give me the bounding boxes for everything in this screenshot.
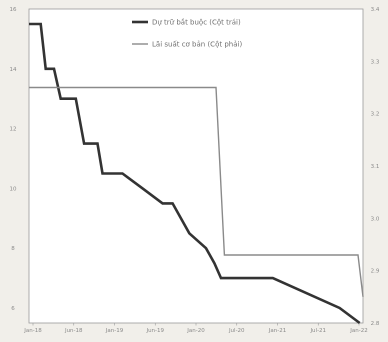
x-tick-label: Jan-19: [105, 328, 124, 334]
x-axis: Jan-18 Jun-18 Jan-19 Jun-19 Jan-20 Jul-20 Jan-…: [23, 323, 368, 334]
plot-area: [28, 8, 364, 324]
y-right-tick-label: 3.4: [371, 7, 380, 13]
y-right-tick-label: 3.2: [371, 112, 380, 118]
legend-label-required-reserve: Dự trữ bắt buộc (Cột trái): [152, 18, 241, 27]
series-layer: [29, 22, 364, 325]
y-left-axis: 6 8 10 12 14 16: [10, 7, 17, 312]
y-right-tick-label: 3.3: [371, 59, 380, 65]
y-left-tick-label: 10: [10, 186, 17, 192]
x-tick-label: Jan-22: [349, 328, 367, 334]
x-tick-label: Jan-20: [186, 328, 205, 334]
y-right-tick-label: 2.8: [371, 321, 380, 327]
y-right-tick-label: 2.9: [371, 269, 380, 275]
x-tick-label: Jul-20: [228, 328, 245, 334]
legend-label-base-rate: Lãi suất cơ bản (Cột phải): [152, 41, 242, 49]
y-right-tick-label: 3.0: [371, 216, 380, 222]
x-tick-label: Jan-21: [268, 328, 286, 334]
y-right-axis: 2.8 2.9 3.0 3.1 3.2 3.3 3.4: [371, 7, 380, 327]
y-right-tick-label: 3.1: [371, 164, 380, 170]
x-tick-label: Jul-21: [309, 328, 326, 334]
y-left-tick-label: 16: [10, 7, 17, 13]
x-tick-label: Jun-18: [64, 328, 83, 334]
y-left-tick-label: 6: [11, 306, 15, 312]
y-left-tick-label: 14: [10, 67, 17, 73]
series-line-base-rate: [29, 86, 364, 297]
y-left-tick-label: 12: [10, 127, 17, 133]
series-line-required-reserve: [29, 22, 361, 325]
x-tick-label: Jan-18: [23, 328, 42, 334]
legend: Dự trữ bắt buộc (Cột trái) Lãi suất cơ b…: [132, 18, 242, 49]
x-tick-label: Jun-19: [145, 328, 164, 334]
y-left-tick-label: 8: [11, 246, 15, 252]
